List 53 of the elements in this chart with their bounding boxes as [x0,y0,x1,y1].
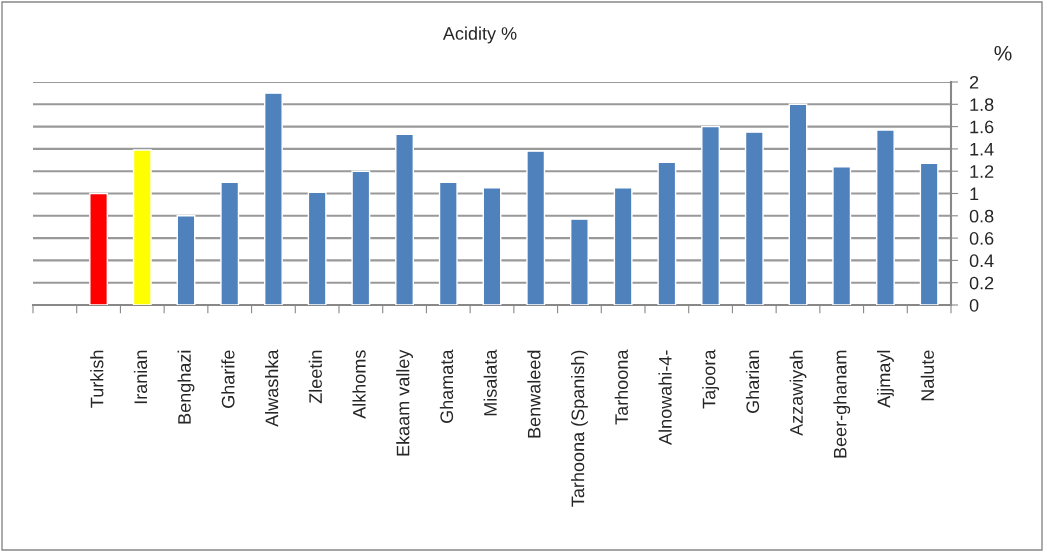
x-tick-label: Benghazi [177,350,195,424]
x-tick-label: Azzawiyah [789,350,807,436]
bar [657,161,677,305]
bar [832,166,852,305]
bar [569,218,589,305]
y-tick-label: 1.6 [970,120,994,134]
x-tick-label: Turkish [90,350,104,408]
x-tick-label: Zleetin [308,350,322,404]
bar [176,215,196,305]
bar [220,181,240,305]
x-tick-label: Gharife [221,350,235,408]
x-tick-label: Ajjmayl [877,350,894,408]
x-tick-label: Tarhoona [614,349,628,425]
bar [395,133,415,305]
y-tick-label: 2 [969,75,979,89]
y-tick-label: 0.8 [969,209,994,223]
bar [613,187,633,305]
x-tick-label: Alwashka [265,349,279,427]
y-tick-label: 1 [970,187,979,201]
bar [875,129,895,305]
bar [701,125,721,305]
x-tick-label: Ghamata [439,349,454,423]
bar [307,191,327,305]
x-tick-label: Benwaleed [527,350,541,438]
x-tick-label: Alkhoms [352,350,366,419]
x-tick-label: Tarhoona (Spanish) [571,350,588,507]
y-tick-label: 0 [969,298,979,312]
x-tick-label: Iranian [133,350,148,404]
y-tick-label: 0.6 [969,232,994,245]
bar [438,181,458,305]
bar [482,187,502,305]
y-axis-title: % [994,45,1012,61]
bar [89,192,109,305]
x-tick-label: Gharian [745,350,760,413]
y-tick-label: 1.2 [970,165,994,178]
bar [526,150,546,305]
x-tick-label: Alnowahi-4- [658,350,672,445]
bar [744,131,764,305]
x-tick-label: Misalata [483,349,497,416]
y-tick-label: 1.4 [970,143,994,156]
bar [351,170,371,305]
x-tick-label: Nalute [920,350,934,401]
chart-title: Acidity % [442,26,517,44]
bar [788,103,808,305]
x-tick-label: Beer-ghanam [833,350,851,458]
x-tick-label: Ekaam valley [396,349,413,456]
bar [919,162,939,305]
x-tick-label: Tajoora [702,349,719,409]
y-tick-label: 1.8 [970,98,994,112]
bar [263,92,283,305]
y-tick-label: 0.4 [969,254,994,268]
y-tick-label: 0.2 [969,276,994,290]
bar [132,149,152,305]
